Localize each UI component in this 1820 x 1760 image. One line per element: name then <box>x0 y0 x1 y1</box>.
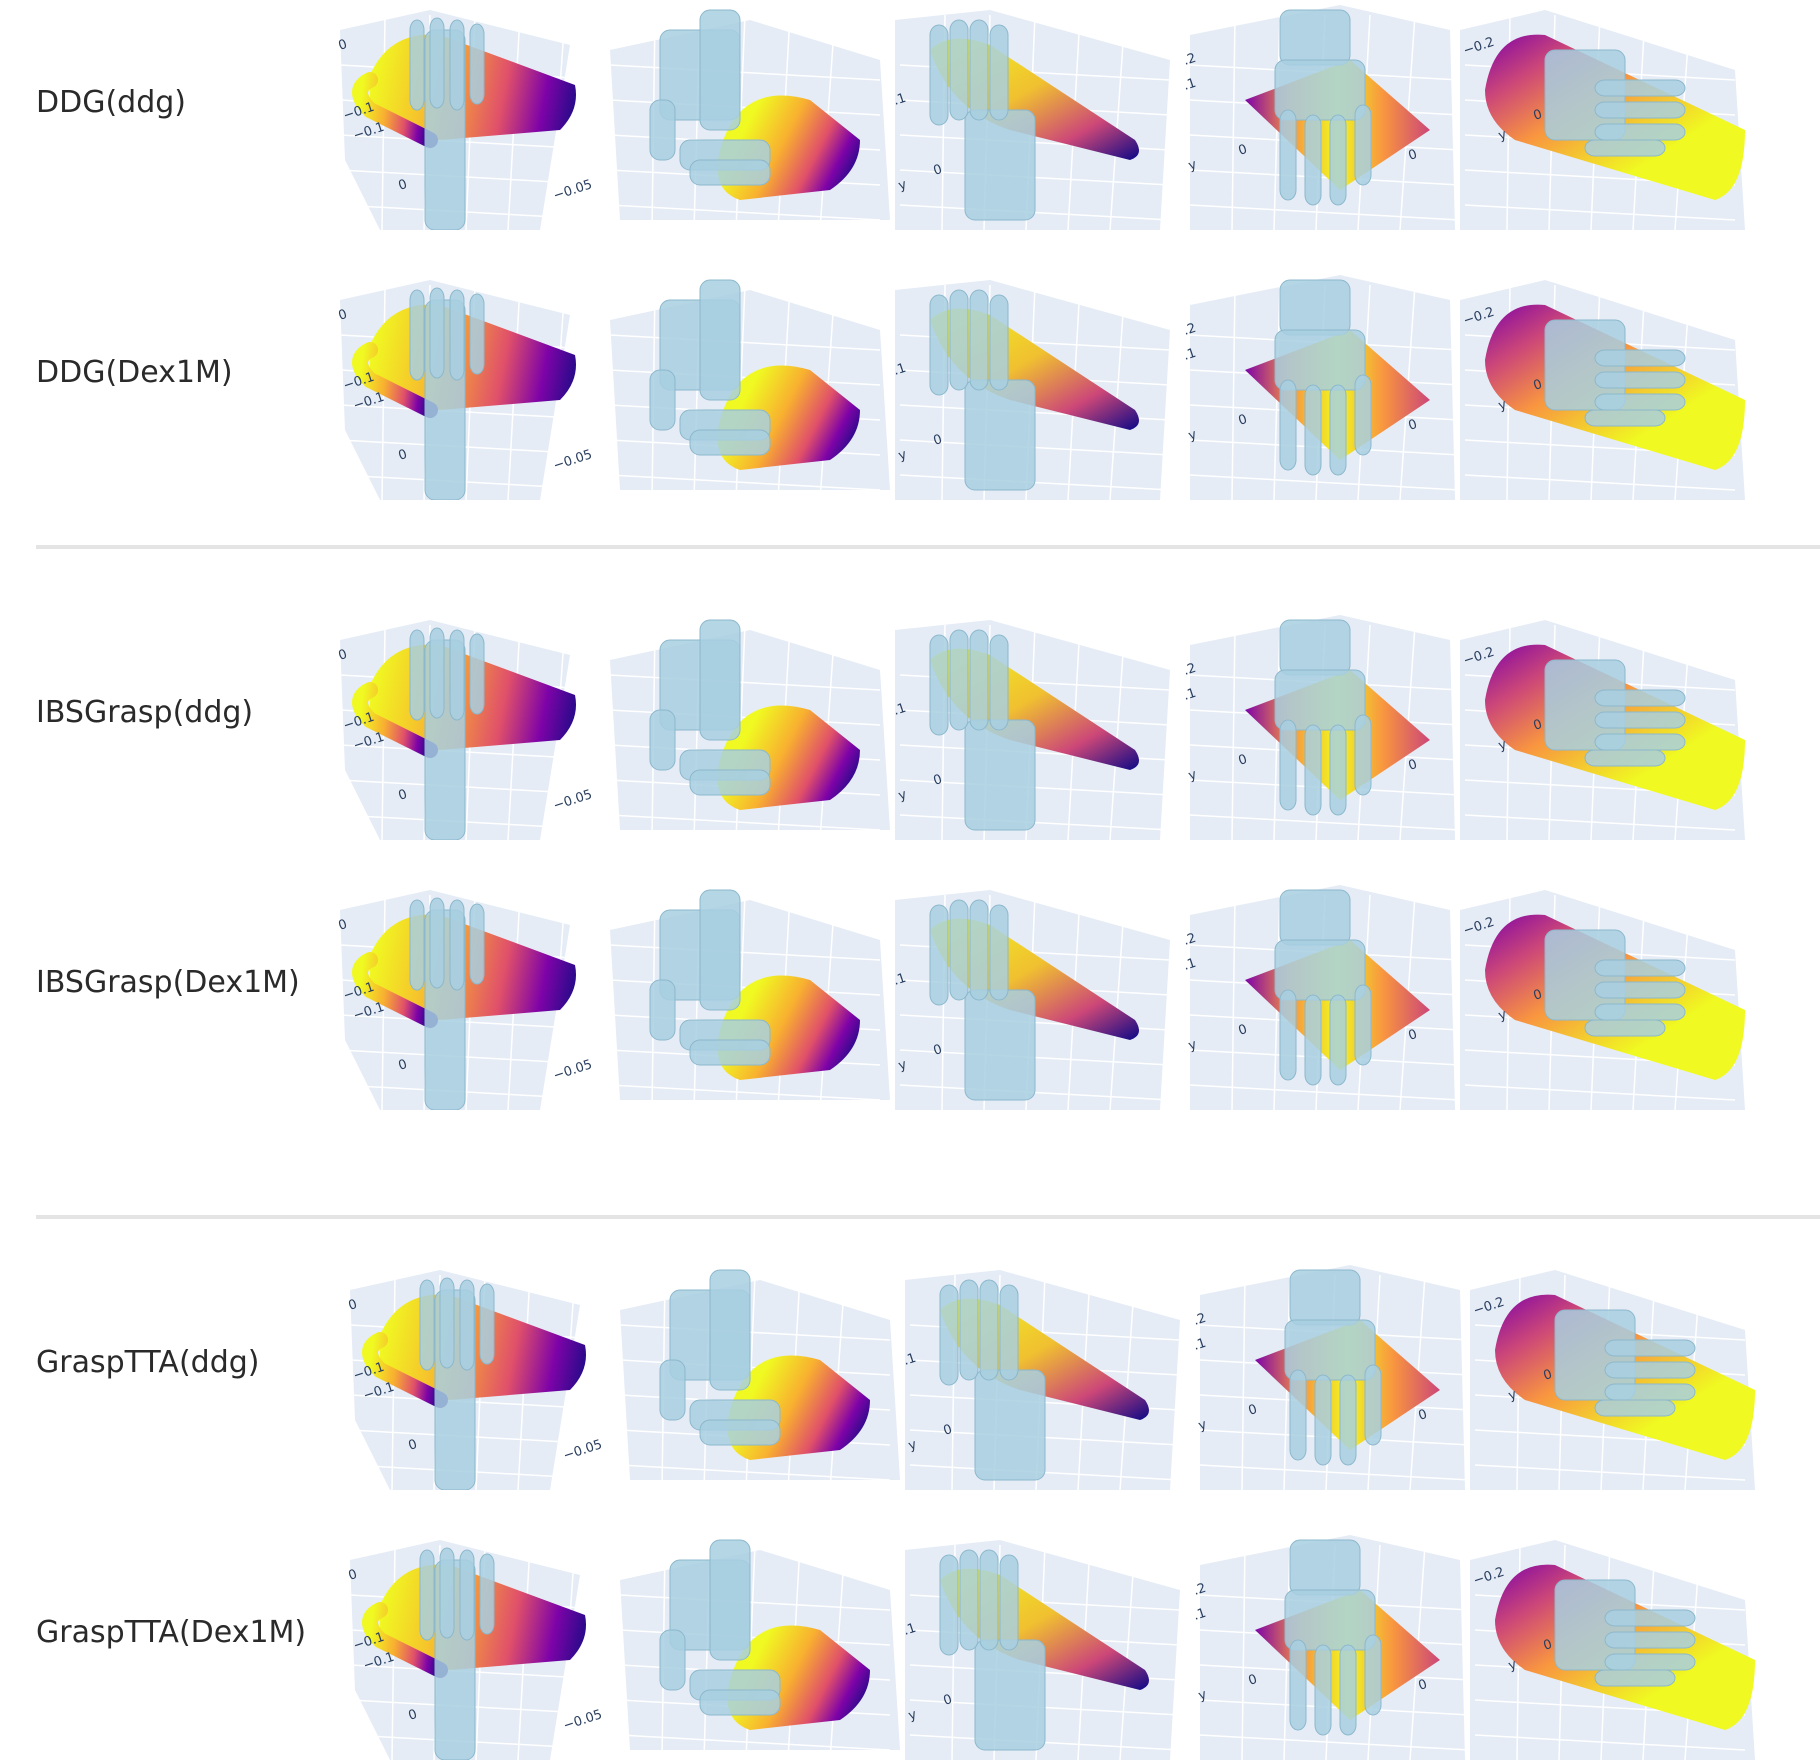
scene-plot: y0.1 <box>892 280 1171 500</box>
scene-plot: −0.2y0 <box>1470 1540 1755 1760</box>
section-divider <box>36 1215 1820 1219</box>
scene-plot: y0.1 <box>892 10 1171 230</box>
scene-plot: 0−0.1−0.10 −0.05 <box>337 620 611 840</box>
grasp-3d-view[interactable]: −0.2 y 0 <box>1455 0 1745 230</box>
scene-plot: 0−0.1−0.10 −0.05 <box>337 890 611 1110</box>
scene-plot: 0−0.1−0.10 −0.05 <box>347 1540 621 1760</box>
method-label: IBSGrasp(ddg) <box>36 695 254 730</box>
scene-plot <box>619 1269 900 1490</box>
scene-plot <box>609 619 890 840</box>
grasp-3d-view[interactable]: 0 −0.1 −0.1 0 −0.05 <box>330 0 620 230</box>
scene-plot: y0.1 <box>902 1540 1181 1760</box>
grasp-3d-view[interactable]: y 0 0.2.1 <box>1180 600 1470 840</box>
grasp-3d-view[interactable]: y 0.1 <box>890 600 1180 840</box>
scene-plot: −0.2y0 <box>1460 280 1745 500</box>
axis-tick-label: −0.05 <box>562 1437 605 1464</box>
method-label: GraspTTA(ddg) <box>36 1345 260 1380</box>
scene-plot: −0.2y0 <box>1460 620 1745 840</box>
axis-tick-label: .2 <box>1192 1581 1208 1599</box>
method-label: GraspTTA(Dex1M) <box>36 1615 307 1650</box>
grasp-3d-view[interactable] <box>610 1250 900 1490</box>
grasp-3d-view[interactable]: y 0 0.2.1 <box>1180 260 1470 500</box>
axis-tick-label: .1 <box>1182 346 1198 364</box>
scene-plot: 0−0.1−0.10 −0.05 <box>347 1270 621 1490</box>
axis-tick-label: −0.05 <box>552 1057 595 1084</box>
grasp-3d-view[interactable]: 0 −0.1 −0.1 0 −0.05 <box>330 870 620 1110</box>
scene-plot: y0.1 <box>902 1270 1181 1490</box>
axis-tick-label: .2 <box>1182 51 1198 69</box>
scene-plot: −0.2y0 <box>1460 890 1745 1110</box>
axis-tick-label: .1 <box>892 971 908 989</box>
scene-plot <box>609 279 890 500</box>
grasp-3d-view[interactable]: −0.2 y 0 <box>1455 260 1745 500</box>
result-row: GraspTTA(ddg) 0 −0.1 −0.1 0 −0.05 y 0.1 y 0 0.2.1−… <box>0 1220 1820 1490</box>
grasp-3d-view[interactable] <box>610 1520 900 1760</box>
grasp-3d-view[interactable]: y 0.1 <box>900 1520 1190 1760</box>
scene-plot: −0.2y0 <box>1460 10 1745 230</box>
grasp-3d-view[interactable]: −0.2 y 0 <box>1465 1250 1755 1490</box>
scene-plot: y0.1 <box>892 890 1171 1110</box>
method-label: IBSGrasp(Dex1M) <box>36 965 300 1000</box>
axis-tick-label: .2 <box>1182 931 1198 949</box>
axis-tick-label: −0.05 <box>552 787 595 814</box>
axis-tick-label: .1 <box>902 1351 918 1369</box>
result-row: DDG(ddg) 0 −0.1 −0.1 0 −0.05 y 0.1 y 0 0.2.1 −0.2 y 0 <box>0 0 1820 230</box>
result-row: IBSGrasp(Dex1M) 0 −0.1 −0.1 0 −0.05 y 0.1 y 0 0.2.… <box>0 840 1820 1110</box>
grasp-3d-view[interactable]: −0.2 y 0 <box>1455 600 1745 840</box>
method-label: DDG(Dex1M) <box>36 355 233 390</box>
grasp-3d-view[interactable]: 0 −0.1 −0.1 0 −0.05 <box>340 1250 630 1490</box>
grasp-3d-view[interactable] <box>600 0 890 230</box>
section-divider <box>36 545 1820 549</box>
axis-tick-label: .1 <box>1182 686 1198 704</box>
grasp-3d-view[interactable]: y 0 0.2.1 <box>1190 1520 1480 1760</box>
axis-tick-label: −0.05 <box>552 447 595 474</box>
scene-plot <box>609 9 890 230</box>
grasp-3d-view[interactable]: −0.2 y 0 <box>1455 870 1745 1110</box>
grasp-3d-view[interactable] <box>600 600 890 840</box>
grasp-3d-view[interactable]: y 0.1 <box>890 870 1180 1110</box>
result-row: DDG(Dex1M) 0 −0.1 −0.1 0 −0.05 y 0.1 y 0 0.2.1 −0.2… <box>0 230 1820 500</box>
axis-tick-label: .1 <box>902 1621 918 1639</box>
scene-plot: y0 0.2.1 <box>1192 1265 1471 1490</box>
method-label: DDG(ddg) <box>36 85 186 120</box>
grasp-3d-view[interactable]: y 0 0.2.1 <box>1180 870 1470 1110</box>
scene-plot <box>619 1539 900 1760</box>
grasp-3d-view[interactable]: 0 −0.1 −0.1 0 −0.05 <box>330 260 620 500</box>
result-row: GraspTTA(Dex1M) 0 −0.1 −0.1 0 −0.05 y 0.1 y 0 0.2.… <box>0 1490 1820 1760</box>
scene-plot: y0 0.2.1 <box>1182 615 1461 840</box>
scene-plot: y0 0.2.1 <box>1182 885 1461 1110</box>
grasp-3d-view[interactable]: y 0 0.2.1 <box>1190 1250 1480 1490</box>
axis-tick-label: .1 <box>1182 956 1198 974</box>
axis-tick-label: −0.05 <box>552 177 595 204</box>
scene-plot: 0−0.1−0.10 −0.05 <box>337 10 611 230</box>
grasp-3d-view[interactable]: −0.2 y 0 <box>1465 1520 1755 1760</box>
axis-tick-label: .1 <box>892 361 908 379</box>
axis-tick-label: .1 <box>1192 1336 1208 1354</box>
scene-plot: y0 0.2.1 <box>1192 1535 1471 1760</box>
axis-tick-label: .2 <box>1182 661 1198 679</box>
grasp-3d-view[interactable] <box>600 870 890 1110</box>
grasp-3d-view[interactable] <box>600 260 890 500</box>
scene-plot: 0−0.1−0.10 −0.05 <box>337 280 611 500</box>
axis-tick-label: .1 <box>1192 1606 1208 1624</box>
grasp-3d-view[interactable]: y 0.1 <box>890 260 1180 500</box>
scene-plot <box>609 889 890 1110</box>
axis-tick-label: .1 <box>892 701 908 719</box>
scene-plot: y0 0.2.1 <box>1182 5 1461 230</box>
scene-plot: −0.2y0 <box>1470 1270 1755 1490</box>
grasp-3d-view[interactable]: y 0.1 <box>900 1250 1190 1490</box>
axis-tick-label: .1 <box>892 91 908 109</box>
axis-tick-label: .2 <box>1182 321 1198 339</box>
scene-plot: y0 0.2.1 <box>1182 275 1461 500</box>
axis-tick-label: .2 <box>1192 1311 1208 1329</box>
grasp-3d-view[interactable]: 0 −0.1 −0.1 0 −0.05 <box>330 600 620 840</box>
result-row: IBSGrasp(ddg) 0 −0.1 −0.1 0 −0.05 y 0.1 y 0 0.2.1−… <box>0 570 1820 840</box>
axis-tick-label: .1 <box>1182 76 1198 94</box>
grasp-3d-view[interactable]: 0 −0.1 −0.1 0 −0.05 <box>340 1520 630 1760</box>
scene-plot: y0.1 <box>892 620 1171 840</box>
grasp-3d-view[interactable]: y 0.1 <box>890 0 1180 230</box>
grasp-3d-view[interactable]: y 0 0.2.1 <box>1180 0 1470 230</box>
